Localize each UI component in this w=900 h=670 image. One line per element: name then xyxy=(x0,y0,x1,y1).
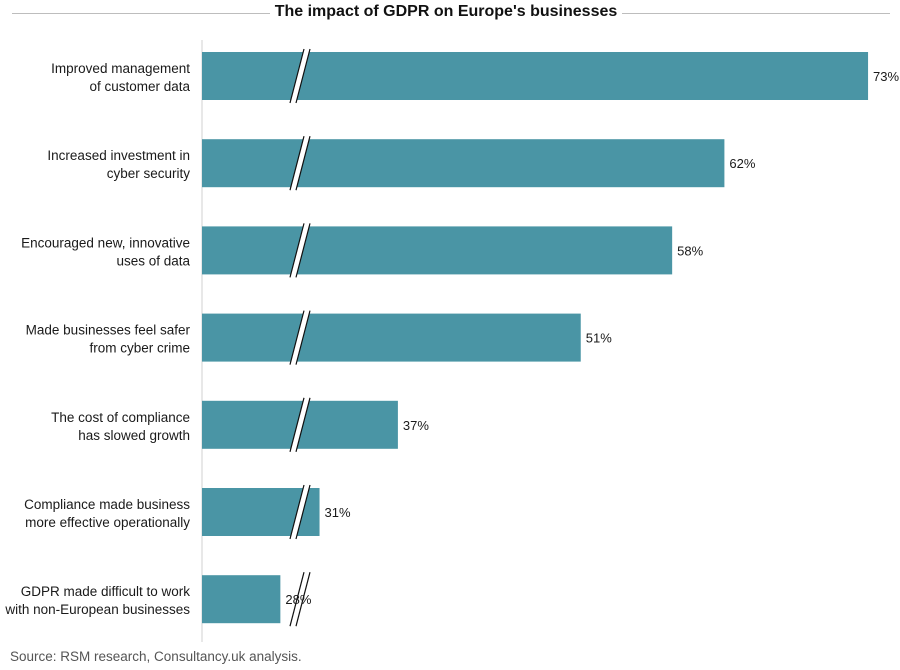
axis-break-stroke xyxy=(289,48,305,104)
category-label: Improved management of customer data xyxy=(51,61,190,94)
axis-break-gap xyxy=(290,485,310,539)
axis-break-stroke xyxy=(289,397,305,452)
category-label: Made businesses feel safer from cyber cri… xyxy=(26,323,191,356)
axis-break-gap xyxy=(290,310,310,365)
axis-break-stroke xyxy=(295,484,311,540)
category-label: Compliance made business more effective o… xyxy=(24,497,190,530)
axis-break-stroke xyxy=(295,136,311,191)
bar xyxy=(202,139,725,188)
axis-break-gap xyxy=(290,136,310,191)
chart-title-row: The impact of GDPR on Europe's businesse… xyxy=(0,0,900,28)
chart-title: The impact of GDPR on Europe's businesse… xyxy=(274,3,618,20)
bar xyxy=(202,52,869,100)
axis-break-stroke xyxy=(295,572,311,627)
axis-break-stroke xyxy=(295,48,311,104)
value-label: 31% xyxy=(325,505,351,520)
axis-break-gap xyxy=(290,572,310,627)
category-label: GDPR made difficult to work with non-Euro… xyxy=(4,584,190,617)
axis-break-gap xyxy=(290,49,310,103)
category-label: The cost of compliance has slowed growth xyxy=(51,410,190,443)
value-label: 28% xyxy=(285,592,311,607)
category-label: Increased investment in cyber security xyxy=(47,148,190,181)
axis-break-stroke xyxy=(289,223,305,278)
value-label: 73% xyxy=(873,69,899,84)
bar xyxy=(202,575,281,624)
axis-break-stroke xyxy=(289,310,305,365)
title-rule-right xyxy=(622,13,890,14)
title-rule-left xyxy=(12,13,270,14)
axis-break-gap xyxy=(290,397,310,452)
value-label: 58% xyxy=(677,243,703,258)
category-label: Encouraged new, innovative uses of data xyxy=(21,235,190,268)
axis-break-stroke xyxy=(289,572,305,627)
axis-break-stroke xyxy=(295,223,311,278)
axis-break-stroke xyxy=(295,397,311,452)
value-label: 51% xyxy=(586,331,612,346)
axis-break-stroke xyxy=(295,310,311,365)
axis-break-stroke xyxy=(289,136,305,191)
value-label: 37% xyxy=(403,418,429,433)
axis-break-gap xyxy=(290,223,310,278)
axis-break-stroke xyxy=(289,484,305,540)
source-note: Source: RSM research, Consultancy.uk ana… xyxy=(10,649,302,664)
bar xyxy=(202,313,581,362)
bar xyxy=(202,226,673,275)
value-label: 62% xyxy=(729,156,755,171)
